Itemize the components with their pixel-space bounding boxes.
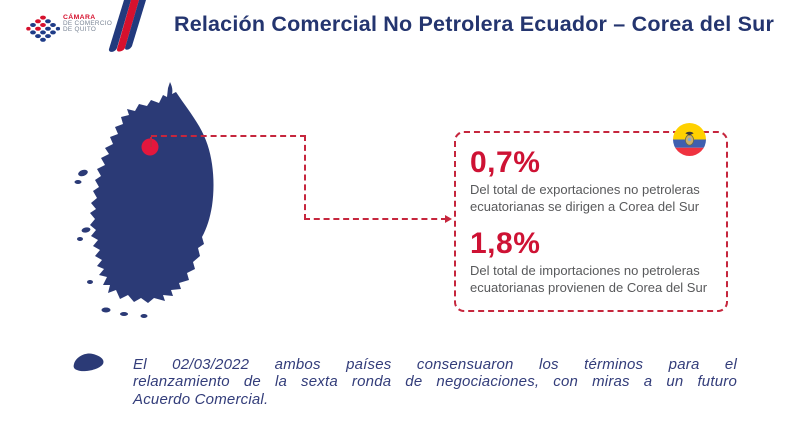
logo-line-quito: DE QUITO (63, 26, 97, 34)
stat-imports: 1,8% Del total de importaciones no petro… (470, 228, 714, 296)
connector-stem-line (150, 137, 152, 147)
jeju-island-icon (73, 353, 104, 372)
page-title: Relación Comercial No Petrolera Ecuador … (173, 12, 775, 36)
stats-box: 0,7% Del total de exportaciones no petro… (454, 123, 728, 312)
logo-line-camara: CÁMARA (63, 14, 96, 21)
footer-note-line-1: El 02/03/2022 ambos países consensuaron … (133, 356, 737, 373)
footer-note-line-2: relanzamiento de la sexta ronda de negoc… (133, 373, 737, 391)
south-korea-map-icon (74, 82, 214, 318)
stat-exports: 0,7% Del total de exportaciones no petro… (470, 147, 714, 215)
ccq-diamond-icon (26, 15, 60, 42)
connector-vertical-line (304, 135, 306, 220)
stat-imports-value: 1,8% (470, 227, 541, 260)
logo-line-comercio: DE COMERCIO (63, 20, 113, 28)
ecuador-flag-icon (673, 123, 706, 156)
stat-exports-description: Del total de exportaciones no petroleras… (470, 182, 700, 214)
connector-horizontal-line-1 (151, 135, 306, 137)
seoul-marker-icon (141, 138, 159, 156)
stat-imports-description: Del total de importaciones no petroleras… (470, 263, 708, 295)
connector-horizontal-line-2 (304, 218, 447, 220)
ccq-logo-text: CÁMARA DE COMERCIO DE QUITO (63, 14, 113, 34)
stat-exports-value: 0,7% (470, 146, 541, 179)
connector-arrow-icon (445, 215, 452, 223)
ccq-slash-icon (108, 0, 146, 52)
footer-note-line-3: Acuerdo Comercial. (133, 390, 269, 408)
footer-note: El 02/03/2022 ambos países consensuaron … (133, 356, 737, 408)
